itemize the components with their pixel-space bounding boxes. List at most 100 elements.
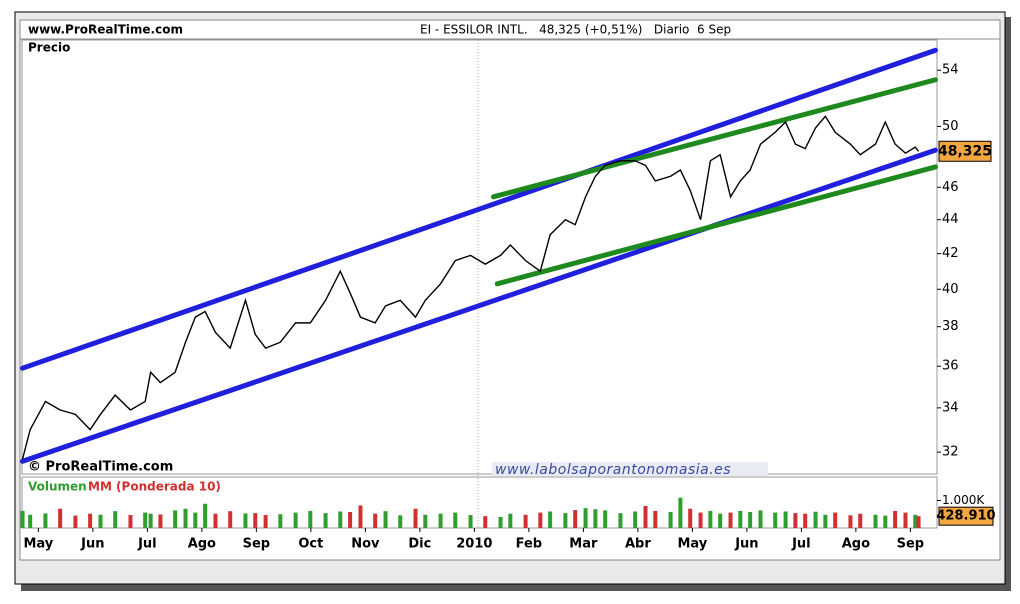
volume-bar [338,511,343,528]
volume-bar [688,508,693,528]
x-tick-label: Abr [625,537,651,552]
volume-bar [603,510,608,528]
volume-bar [148,513,153,528]
volume-bar [348,512,353,528]
volume-bar [548,511,553,528]
last-price-label: 48,325 [938,143,992,159]
volume-bar [438,513,443,528]
y-tick-label: 42 [942,246,959,261]
volume-bar [483,516,488,528]
volume-bar [253,513,258,528]
volume-bar [323,513,328,528]
x-tick-label: Oct [298,537,323,552]
volume-bar [58,508,63,528]
website-bg [492,462,768,476]
website: www.labolsaporantonomasia.es [495,462,731,478]
volume-bar [728,512,733,528]
trend-line [20,47,938,371]
header-left: www.ProRealTime.com [28,23,183,37]
y-tick-label: 32 [942,445,959,460]
volume-bar [278,514,283,528]
volume-bar [773,512,778,528]
price-line [21,115,920,460]
volume-bar [718,513,723,528]
price-panel [21,39,938,475]
y-tick-label: 36 [942,359,959,374]
trend-line [20,147,938,464]
volume-bar [783,511,788,528]
volume-bar [228,511,233,528]
volume-bar [803,513,808,528]
x-tick-label: Jul [137,537,157,552]
volume-bar [618,513,623,528]
volume-bar [873,514,878,528]
volume-bar [643,505,648,528]
trend-line [494,164,938,287]
volume-bar [893,510,898,528]
y-tick-label: 46 [942,180,959,195]
volume-bar [20,510,25,528]
volume-bar [293,512,298,528]
watermark: © ProRealTime.com [28,460,173,475]
volume-bar [43,513,48,528]
volume-bar [593,509,598,528]
volume-bar [653,510,658,528]
x-tick-label: Jun [734,537,758,552]
volume-bar [158,514,163,528]
volume-bar [73,515,78,528]
volume-bar [858,513,863,528]
volume-bar [88,513,93,528]
volume-bar [308,510,313,528]
volume-bar [913,514,918,528]
volume-bar [243,513,248,528]
volume-bar [678,497,683,528]
volume-bar [183,508,188,528]
volume-last-label: 428.910 [936,509,995,524]
x-tick-label: Nov [351,537,380,552]
x-tick-label: Mar [569,537,598,552]
volume-bar [563,513,568,528]
volume-bar [203,503,208,528]
volume-bar [373,513,378,528]
volume-bar [98,514,103,528]
x-tick-label: Ago [842,537,870,552]
y-tick-label: 34 [942,400,959,415]
trend-line [490,77,938,200]
volume-bar [813,511,818,528]
volume-bar [916,516,921,528]
volume-bar [113,511,118,528]
volume-bar [738,510,743,528]
volume-bar [213,513,218,528]
volume-bar [468,515,473,528]
volume-label: Volumen [28,480,87,494]
volume-bar [358,505,363,528]
y-label: Precio [28,41,70,55]
x-tick-label: Ago [188,537,216,552]
volume-bar [523,514,528,528]
volume-bar [793,513,798,528]
volume-bar [128,515,133,528]
volume-bar [423,514,428,528]
y-tick-label: 44 [942,212,959,227]
volume-bar [538,512,543,528]
y-tick-label: 54 [942,63,959,78]
x-tick-label: Jun [80,537,104,552]
volume-bar [848,515,853,528]
volume-bar [758,510,763,528]
volume-bar [708,510,713,528]
volume-bar [573,510,578,528]
volume-bar [903,512,908,528]
volume-ma-label: MM (Ponderada 10) [88,480,221,494]
volume-bar [633,511,638,528]
volume-bar [173,510,178,528]
x-tick-label: May [677,537,707,552]
volume-bar [413,508,418,528]
volume-bar [883,515,888,528]
volume-bar [453,512,458,528]
x-tick-label: Feb [516,537,542,552]
volume-bar [28,514,33,528]
volume-bar [698,512,703,528]
chart-title: EI - ESSILOR INTL. 48,325 (+0,51%) Diari… [420,23,731,37]
y-tick-label: 50 [942,119,959,134]
